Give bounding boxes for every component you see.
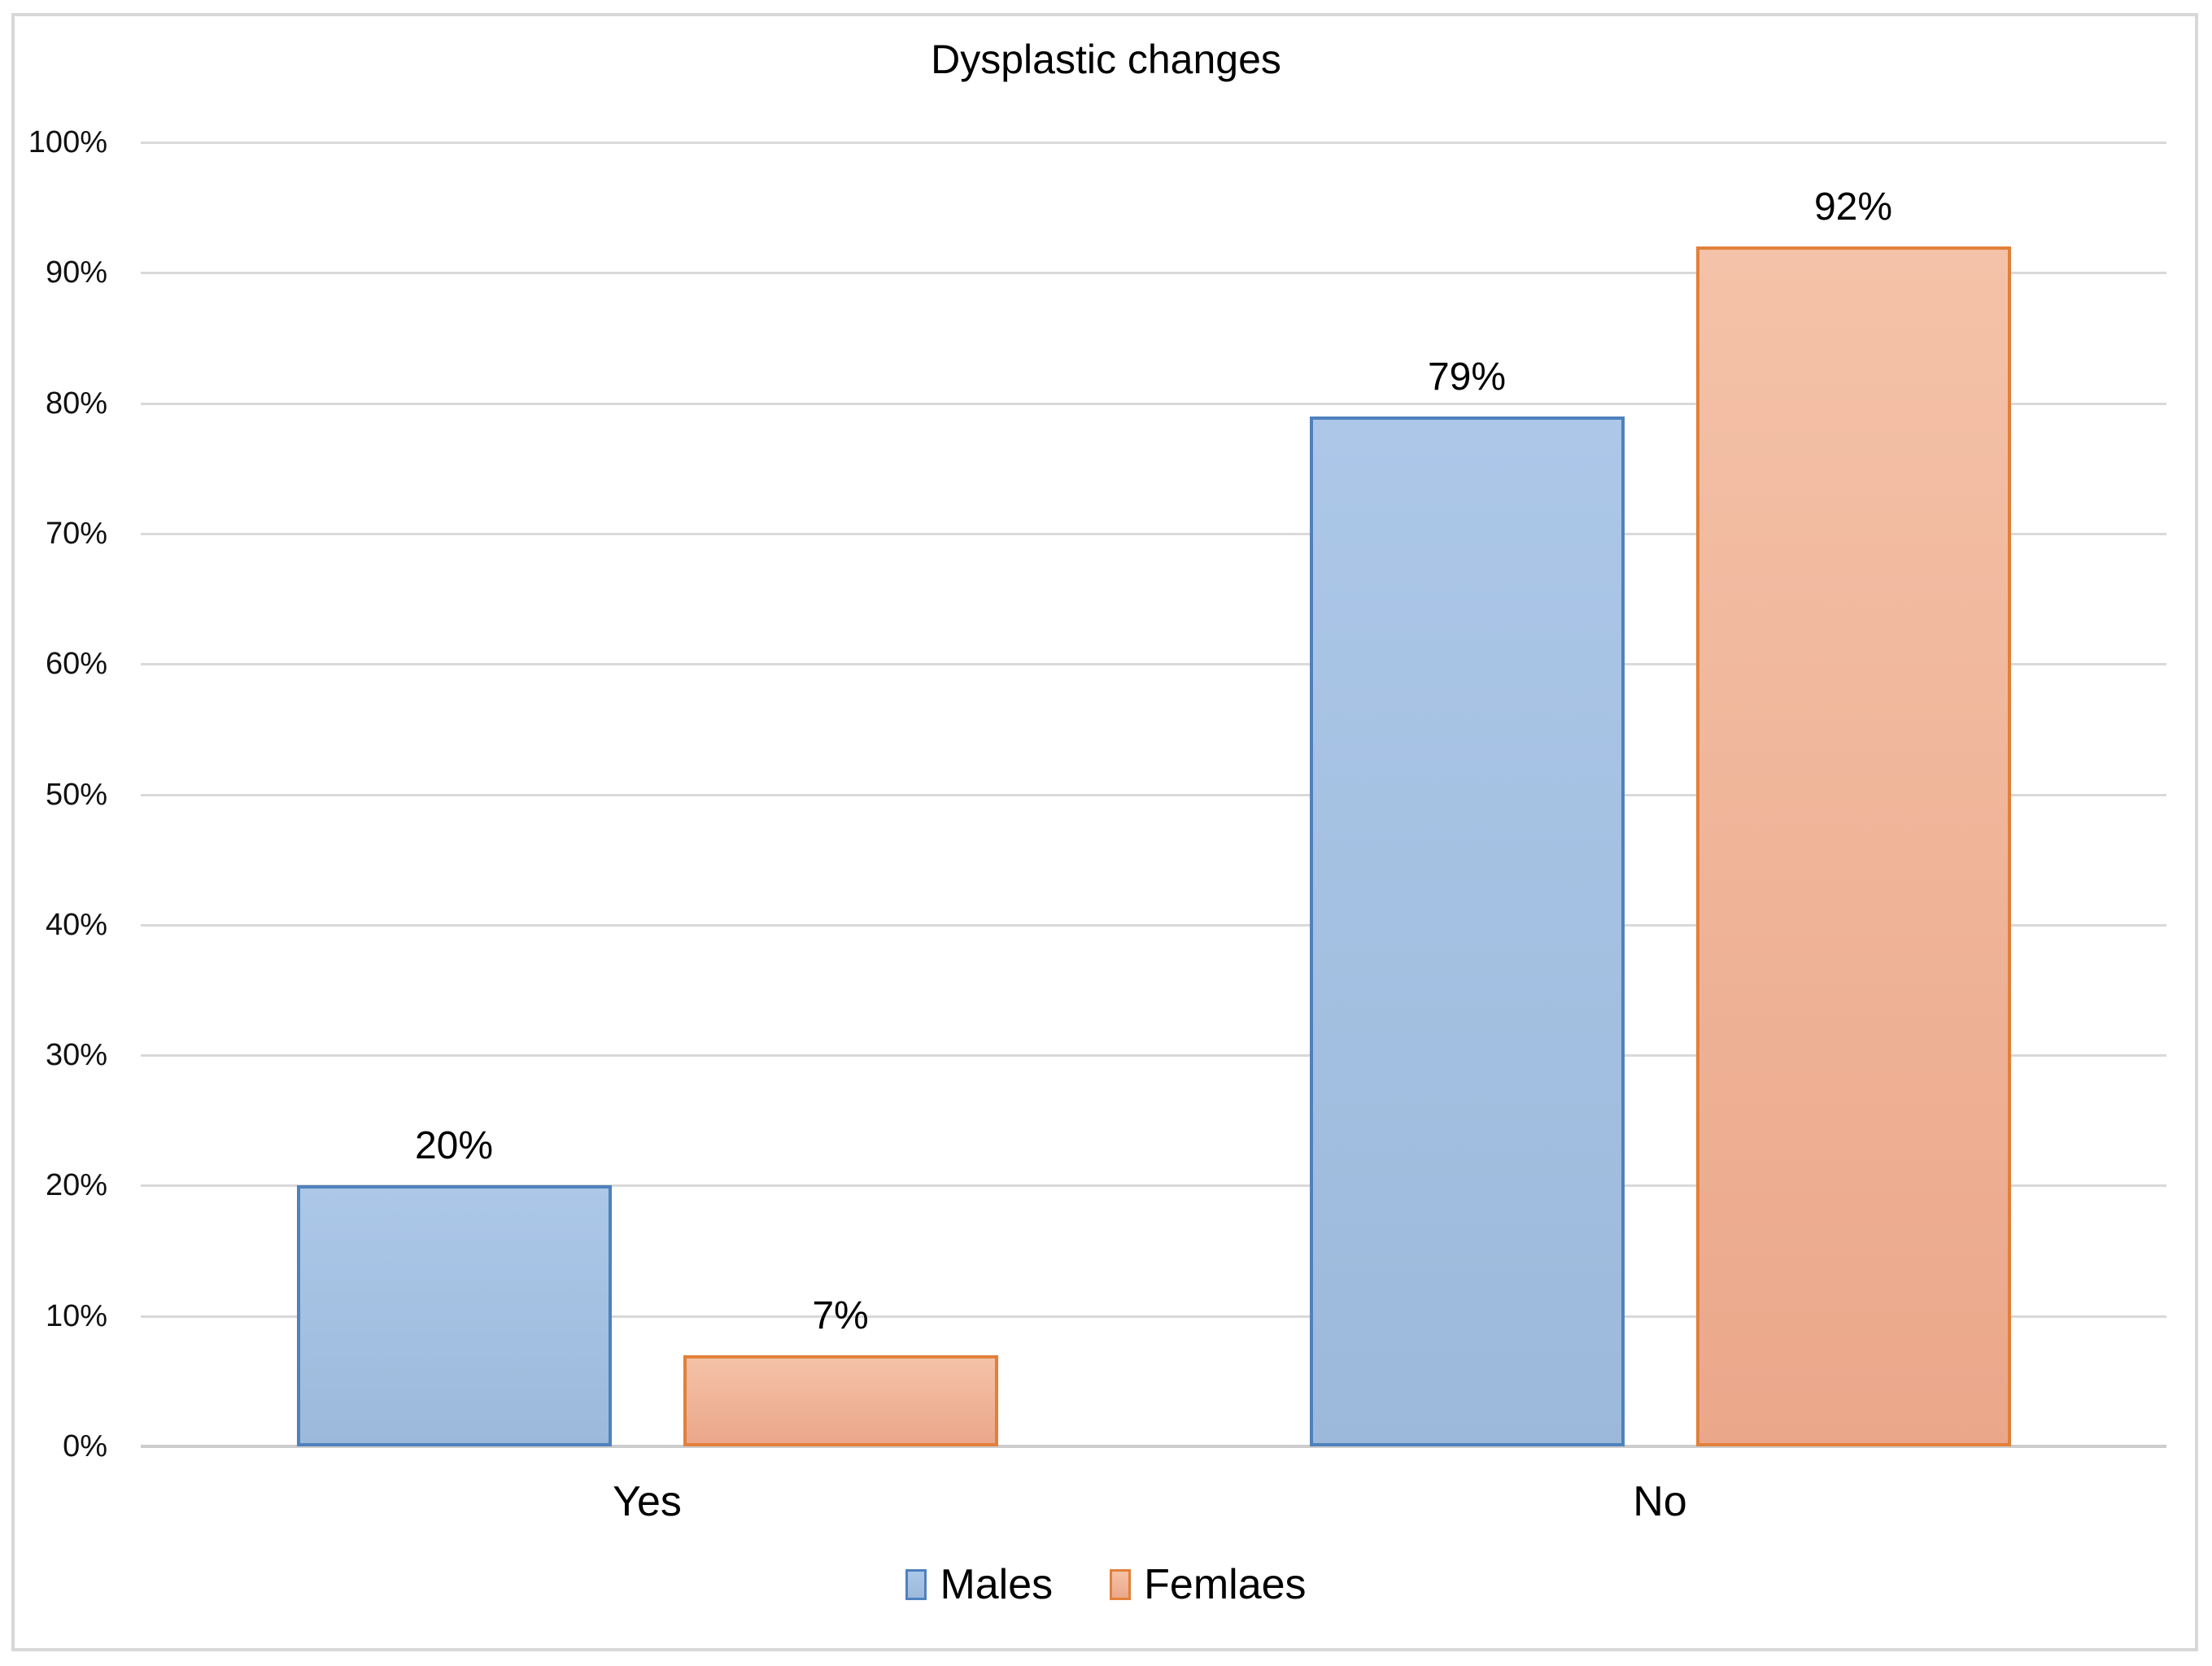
chart-title: Dysplastic changes [931, 37, 1281, 82]
bar-value-label: 79% [1427, 355, 1507, 399]
gridline [141, 142, 2166, 144]
legend-label-females: Femlaes [1144, 1561, 1307, 1608]
gridline [141, 1054, 2166, 1058]
bar-males-no [1309, 416, 1625, 1446]
gridline [141, 1184, 2166, 1188]
bar-value-label: 20% [414, 1124, 494, 1168]
y-axis-label: 60% [45, 647, 107, 682]
legend-item-males: Males [905, 1564, 1053, 1606]
plot-area: 20% 7% 79% 92% [141, 142, 2166, 1448]
gridline [141, 793, 2166, 796]
y-axis-label: 100% [28, 125, 107, 159]
y-axis-label: 30% [45, 1038, 107, 1073]
gridline [141, 663, 2166, 666]
legend: Males Femlaes [0, 1564, 2212, 1606]
y-axis-label: 0% [63, 1429, 107, 1463]
bar-value-label: 7% [812, 1293, 869, 1337]
gridline [141, 923, 2166, 927]
y-axis-label: 90% [45, 255, 107, 290]
y-axis-label: 80% [45, 386, 107, 421]
y-axis-label: 10% [45, 1298, 107, 1333]
legend-marker-females [1110, 1569, 1132, 1600]
legend-item-females: Femlaes [1110, 1561, 1307, 1608]
y-axis-label: 20% [45, 1168, 107, 1203]
gridline [141, 532, 2166, 535]
x-axis-label-yes: Yes [613, 1478, 682, 1525]
gridline [141, 402, 2166, 405]
gridline [141, 1315, 2166, 1318]
y-axis-label: 70% [45, 516, 107, 551]
x-axis-line [141, 1445, 2166, 1448]
bar-femlaes-yes [683, 1354, 998, 1446]
legend-marker-males [905, 1569, 927, 1600]
bar-femlaes-no [1695, 246, 2011, 1446]
bar-males-yes [296, 1185, 612, 1446]
x-axis-label-no: No [1633, 1478, 1687, 1525]
gridline [141, 272, 2166, 275]
y-axis-label: 50% [45, 777, 107, 812]
y-axis-label: 40% [45, 907, 107, 942]
bar-value-label: 92% [1813, 185, 1893, 229]
legend-label-males: Males [940, 1561, 1054, 1608]
